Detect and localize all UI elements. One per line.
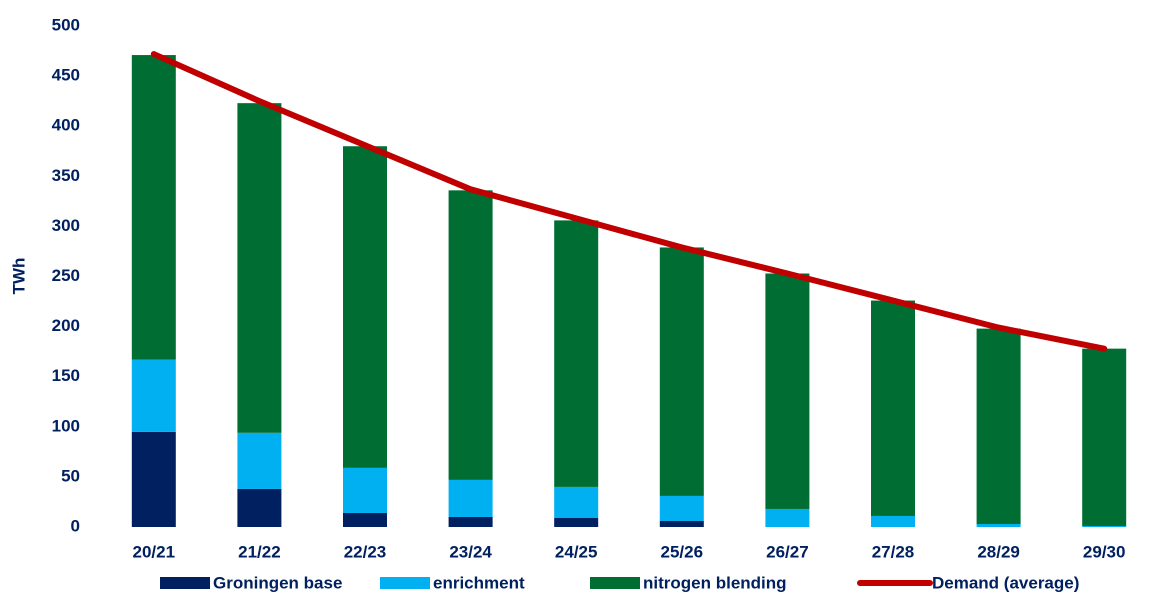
x-tick-label: 25/26 <box>661 542 704 561</box>
x-tick-label: 24/25 <box>555 542 598 561</box>
bar-segment <box>554 486 599 518</box>
bar-segment <box>237 432 282 489</box>
y-tick-label: 50 <box>61 466 80 485</box>
bar-segment <box>659 495 704 521</box>
bar-segment <box>871 300 915 516</box>
bar-segment <box>871 515 915 527</box>
bar-segment <box>343 467 387 513</box>
line <box>150 51 1108 352</box>
bar-segment <box>343 512 387 527</box>
legend-label: nitrogen blending <box>643 573 787 592</box>
bar-segment <box>448 516 493 527</box>
bar-segment <box>659 247 704 496</box>
y-tick-label: 150 <box>52 366 80 385</box>
y-tick-label: 250 <box>52 266 80 285</box>
bar-segment <box>131 359 176 432</box>
x-tick-label: 20/21 <box>133 542 176 561</box>
bar-segment <box>448 479 493 517</box>
y-tick-label: 0 <box>71 516 80 535</box>
x-tick-label: 26/27 <box>766 542 809 561</box>
legend-swatch <box>160 577 210 589</box>
bar-segment <box>554 220 599 487</box>
bar-segment <box>237 488 282 527</box>
bar-segment <box>448 190 493 480</box>
y-tick-label: 450 <box>52 66 80 85</box>
x-tick-label: 29/30 <box>1083 542 1126 561</box>
bar-segment <box>343 146 387 468</box>
y-axis-label: TWh <box>9 258 28 295</box>
legend-label: Demand (average) <box>932 573 1079 592</box>
bar-segment <box>765 273 810 509</box>
bar-segment <box>131 431 176 527</box>
bar-segment <box>976 523 1021 527</box>
bar-segment <box>765 508 810 527</box>
y-tick-label: 350 <box>52 166 80 185</box>
bar-segment <box>1082 525 1127 527</box>
bar-segment <box>659 520 704 527</box>
x-tick-label: 28/29 <box>977 542 1020 561</box>
legend-swatch <box>380 577 430 589</box>
bar-segment <box>131 55 176 360</box>
bar-segment <box>554 517 599 527</box>
bar-segment <box>976 328 1021 524</box>
legend-swatch <box>590 577 640 589</box>
x-tick-label: 23/24 <box>449 542 492 561</box>
x-tick-label: 27/28 <box>872 542 915 561</box>
y-tick-label: 200 <box>52 316 80 335</box>
x-tick-label: 22/23 <box>344 542 387 561</box>
x-tick-label: 21/22 <box>238 542 281 561</box>
legend-label: enrichment <box>433 573 525 592</box>
y-tick-label: 300 <box>52 216 80 235</box>
y-tick-label: 500 <box>52 15 80 34</box>
y-tick-label: 400 <box>52 116 80 135</box>
y-tick-label: 100 <box>52 416 80 435</box>
bar-segment <box>1082 348 1127 526</box>
legend-label: Groningen base <box>213 573 342 592</box>
bar-segment <box>237 103 282 433</box>
